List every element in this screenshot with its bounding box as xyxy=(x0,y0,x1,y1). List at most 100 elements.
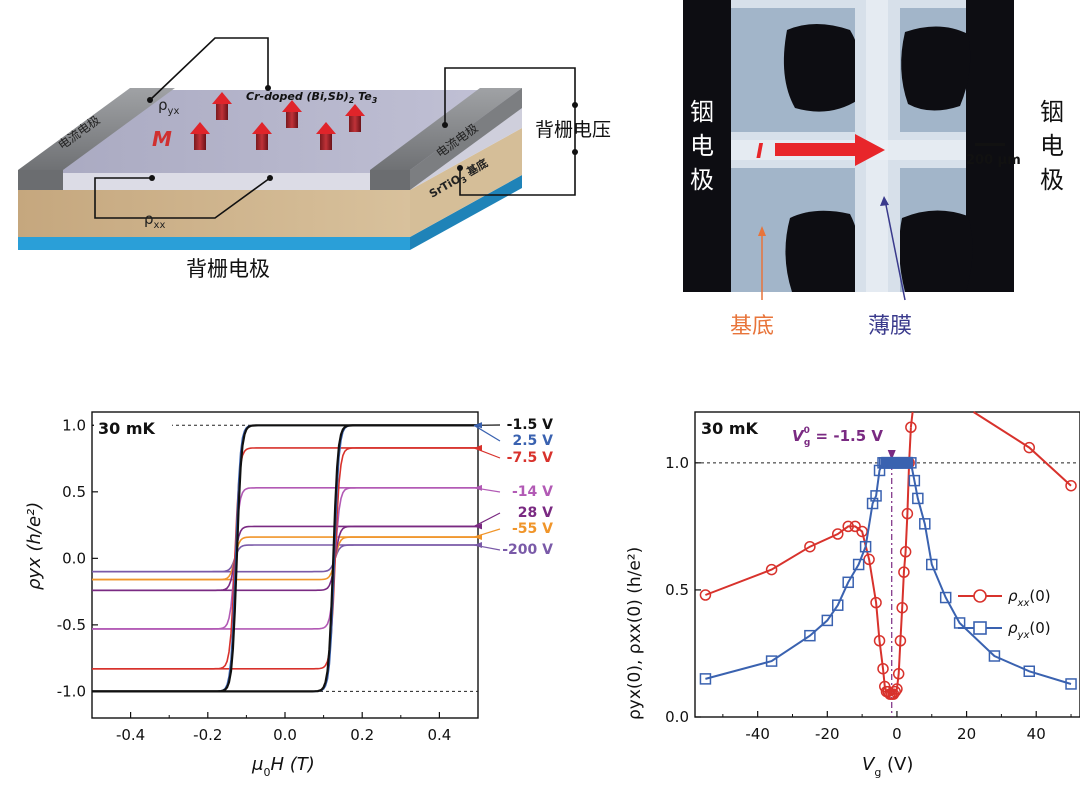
left-electrode-char-1: 铟 xyxy=(690,98,714,126)
chart2-series-0-line-top xyxy=(909,411,914,428)
film-front xyxy=(18,173,410,190)
chart2-series-1-point-28 xyxy=(919,518,931,530)
current-arrow xyxy=(775,134,885,166)
chart2-series-0-point-18 xyxy=(891,683,903,695)
chart1-series-0-sweep-up xyxy=(92,424,478,693)
chart2-series-0-point-1 xyxy=(765,563,778,576)
chart2-series-0-point-0 xyxy=(699,589,712,601)
chart2-series-0-point-28 xyxy=(1065,479,1077,492)
chart2-ticks: -40 -20 0 20 40 0.0 0.5 1.0 xyxy=(665,454,1072,743)
chart2-annotation-arrowhead xyxy=(887,450,896,460)
chart1-y-axis-label: ρyx (h/e²) xyxy=(24,502,45,590)
chart1-series-1-sweep-down xyxy=(92,424,478,693)
chart2-series-1-point-0 xyxy=(699,673,712,685)
chart2-y-tick-label-0: 0.0 xyxy=(665,708,689,726)
rho-xx-label: ρxx xyxy=(144,210,165,231)
chart1-temperature-label: 30 mK xyxy=(98,419,156,438)
chart2-series-1-point-34 xyxy=(1065,678,1077,690)
back-gate-side xyxy=(410,175,522,250)
chart2-y-axis-label: ρyx(0), ρxx(0) (h/e²) xyxy=(625,547,645,720)
right-electrode-front xyxy=(370,170,410,190)
right-electrode-char-3: 极 xyxy=(1040,166,1064,194)
chart2-legend-marker-0 xyxy=(973,589,987,603)
substrate-pointer-label: 基底 xyxy=(730,314,774,339)
contact-dots xyxy=(147,85,578,181)
right-electrode-char-1: 铟 xyxy=(1040,98,1064,126)
gate-dependence-chart: -40 -20 0 20 400.00.51.0 30 mK V0 g = -1.5 V … xyxy=(625,411,1080,779)
chart1-legend-label-3: -14 V xyxy=(512,484,553,500)
chart1-legend-label-1: 2.5 V xyxy=(512,433,553,449)
chart2-series-0-point-24 xyxy=(901,507,914,520)
chart2-legend-marker-1 xyxy=(973,621,987,635)
chart2-series-1-point-2 xyxy=(804,629,816,642)
chart1-x-tick-label-0: -0.4 xyxy=(116,726,145,744)
chart2-y-tick-label-2: 1.0 xyxy=(665,454,689,472)
chart1-series-3-sweep-down xyxy=(92,487,478,630)
rho-yx-label: ρyx xyxy=(158,96,179,117)
chart1-series-2-sweep-up xyxy=(92,447,478,670)
chart2-series-0-point-20 xyxy=(894,635,907,647)
chart2-plateau-marker xyxy=(881,456,913,469)
chart2-frame xyxy=(694,411,1080,718)
chart1-series-4-sweep-down xyxy=(92,525,478,592)
material-label: Cr-doped (Bi,Sb)2 Te3 xyxy=(246,90,378,105)
chart2-series-1-point-30 xyxy=(939,591,952,604)
chart2-x-tick-label-2: 0 xyxy=(892,725,902,743)
chart2-series-1-point-5 xyxy=(842,576,854,589)
chart2-series-1-point-1 xyxy=(765,655,778,667)
chart2-series-1-point-4 xyxy=(832,599,844,611)
chart2-series-1-point-27 xyxy=(912,492,924,505)
chart2-series-1-point-9 xyxy=(870,490,882,502)
chart2-series-1-point-26 xyxy=(908,474,921,487)
chart2-series-0-point-22 xyxy=(898,566,910,578)
chart1-legend-leader-2 xyxy=(473,447,501,459)
chart2-y-tick-label-1: 0.5 xyxy=(665,581,689,599)
chart2-series xyxy=(699,411,1077,700)
current-label: I xyxy=(756,139,764,163)
chart1-legend-label-2: -7.5 V xyxy=(507,450,553,466)
chart1-legend-arrowhead-2 xyxy=(474,444,482,451)
chart1-x-tick-label-1: -0.2 xyxy=(193,726,222,744)
chart1-series-6-sweep-down xyxy=(92,544,478,573)
chart1-y-tick-label-2: 0.0 xyxy=(62,549,86,567)
right-electrode-char-2: 电 xyxy=(1040,132,1064,160)
chart2-series-0-point-4 xyxy=(842,520,854,533)
left-electrode-top xyxy=(18,88,175,170)
chart1-legend-label-4: 28 V xyxy=(518,505,553,521)
scale-bar xyxy=(975,143,1005,146)
chart2-legend-label-1: ρyx(0) xyxy=(1008,619,1051,641)
chart2-series-0-point-19 xyxy=(892,668,905,680)
chart1-y-tick-label-1: -0.5 xyxy=(57,616,86,634)
chart1-legend-arrowhead-6 xyxy=(474,542,482,549)
chart1-series-0-sweep-down xyxy=(92,424,478,693)
device-micrograph: I 200 μm 铟 电 极 铟 电 极 基底 薄膜 xyxy=(683,0,1064,339)
chart2-series-0-point-3 xyxy=(832,528,844,540)
chart2-series-1-point-29 xyxy=(926,558,938,571)
magnetization-arrows xyxy=(190,92,365,150)
right-electrode-top xyxy=(370,88,522,170)
chart2-series-0-point-26 xyxy=(905,421,917,433)
chart1-x-tick-label-2: 0.0 xyxy=(273,726,297,744)
chart1-legend-arrowhead-4 xyxy=(474,523,482,530)
chart1-y-tick-label-4: 1.0 xyxy=(62,416,86,434)
chart1-curves xyxy=(92,424,478,693)
chart1-legend-label-5: -55 V xyxy=(512,521,553,537)
device-schematic: ρyx ρxx Cr-doped (Bi,Sb)2 Te3 M 电流电极 电流电… xyxy=(18,37,611,281)
chart2-series-1-point-8 xyxy=(866,497,879,510)
hysteresis-chart: -0.4 -0.2 0.0 0.2 0.4 -1.0 -0.5 0.0 0.5 1.0 -1.5 … xyxy=(24,411,553,779)
chart1-legend-leader-4 xyxy=(473,512,501,527)
chart1-series-5-sweep-up xyxy=(92,536,478,581)
chart1-frame xyxy=(91,411,479,719)
chart1-legend-arrowhead-3 xyxy=(474,484,482,491)
chart1-legend-label-6: -200 V xyxy=(502,542,553,558)
measurement-wires xyxy=(94,37,576,219)
chart2-reference-lines xyxy=(695,450,1078,717)
chart2-series-0-point-8 xyxy=(870,596,882,609)
back-gate-voltage-label: 背栅电压 xyxy=(535,119,611,141)
chart2-series-1-point-3 xyxy=(821,614,834,627)
chart2-x-axis-label: Vg (V) xyxy=(862,754,913,779)
chart2-series-0-line-right xyxy=(973,411,1072,487)
chart2-series-0-point-21 xyxy=(896,601,908,614)
chart1-series-6-sweep-up xyxy=(92,544,478,573)
